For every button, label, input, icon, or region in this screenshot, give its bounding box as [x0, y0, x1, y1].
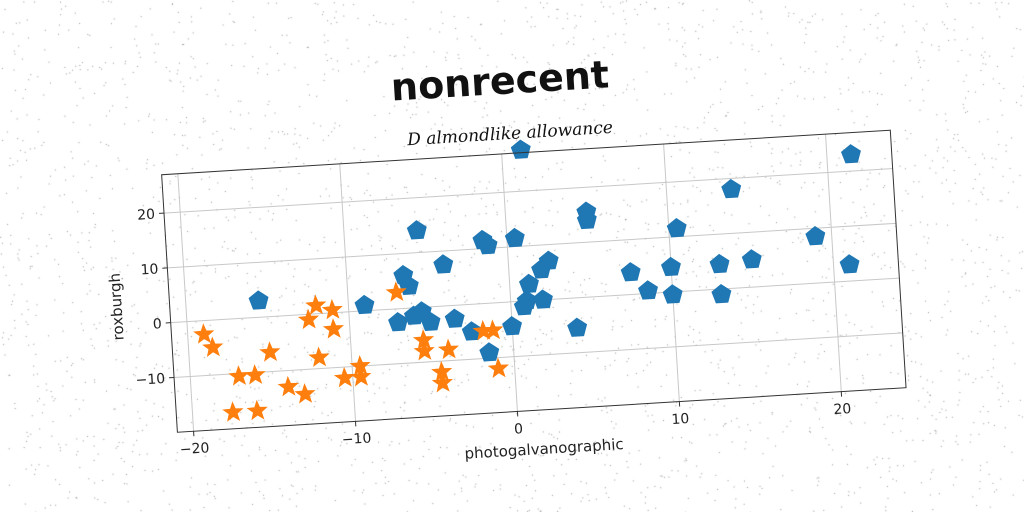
- x-grid-line: [501, 153, 518, 412]
- y-grid-line: [167, 222, 897, 269]
- star-marker: [385, 281, 407, 302]
- star-marker: [413, 340, 435, 361]
- x-tick-label: −10: [341, 430, 371, 448]
- star-marker: [193, 323, 215, 344]
- star-marker: [321, 298, 343, 320]
- star-marker: [202, 336, 224, 357]
- pentagon-marker: [741, 249, 762, 269]
- star-marker: [246, 399, 268, 421]
- x-tick-label: 10: [671, 411, 690, 428]
- pentagon-marker: [666, 218, 687, 238]
- pentagon-marker: [510, 139, 531, 159]
- x-grid-line: [825, 134, 842, 392]
- pentagon-marker: [444, 308, 465, 328]
- pentagon-marker: [504, 227, 525, 248]
- star-marker: [277, 375, 299, 397]
- star-marker: [349, 354, 371, 376]
- pentagon-marker: [638, 280, 658, 300]
- star-marker: [322, 318, 344, 339]
- y-tick-label: 10: [140, 261, 159, 278]
- pentagon-marker: [461, 321, 482, 341]
- pentagon-marker: [248, 290, 269, 310]
- data-marks: [193, 139, 861, 422]
- pentagon-marker: [662, 284, 683, 304]
- pentagon-marker: [531, 259, 552, 279]
- pentagon-marker: [433, 254, 454, 274]
- pentagon-marker: [388, 312, 408, 332]
- star-marker: [431, 371, 453, 393]
- pentagon-marker: [513, 296, 534, 316]
- pentagon-marker: [839, 254, 860, 274]
- y-grid-line: [174, 332, 903, 378]
- star-marker: [222, 401, 244, 422]
- pentagon-marker: [354, 294, 375, 315]
- pentagon-marker: [721, 178, 742, 199]
- x-grid-line: [177, 173, 195, 432]
- pentagon-marker: [406, 220, 427, 240]
- pentagon-marker: [420, 311, 441, 332]
- star-marker: [294, 383, 316, 404]
- star-marker: [259, 341, 281, 362]
- star-marker: [308, 346, 330, 367]
- pentagon-marker: [479, 342, 500, 362]
- grid: [163, 134, 903, 432]
- pentagon-marker: [567, 317, 588, 337]
- pentagon-marker: [477, 235, 498, 255]
- y-grid-line: [163, 168, 893, 214]
- pentagon-marker: [840, 144, 861, 164]
- x-grid-line: [339, 163, 357, 422]
- star-marker: [487, 357, 509, 379]
- y-axis-label: roxburgh: [106, 273, 128, 341]
- x-tick-label: 20: [833, 401, 852, 418]
- pentagon-marker: [532, 289, 553, 309]
- pentagon-marker: [711, 284, 732, 304]
- star-marker: [297, 308, 320, 330]
- star-marker: [482, 319, 504, 340]
- star-marker: [305, 294, 327, 315]
- axes-frame: [161, 129, 907, 433]
- y-tick-label: 0: [152, 316, 162, 333]
- pentagon-marker: [709, 253, 730, 274]
- pentagon-marker: [502, 316, 523, 336]
- chart-title: nonrecent: [390, 52, 611, 109]
- star-marker: [437, 338, 460, 360]
- star-marker: [333, 366, 356, 388]
- star-marker: [228, 365, 250, 386]
- star-marker: [244, 364, 266, 385]
- y-tick-label: −10: [135, 371, 165, 389]
- y-tick-label: 20: [137, 207, 156, 224]
- pentagon-marker: [518, 273, 539, 294]
- star-marker: [350, 365, 372, 387]
- pentagon-marker: [620, 262, 641, 282]
- x-axis-label: photogalvanographic: [464, 435, 624, 463]
- pentagon-marker: [805, 226, 826, 246]
- x-tick-label: −20: [179, 440, 209, 458]
- axis-ticks: −20 −10 0 10 20 −10 0 10 20: [135, 207, 852, 458]
- chart-subtitle: D almondlike allowance: [406, 118, 614, 151]
- pentagon-marker: [576, 209, 597, 230]
- pentagon-marker: [660, 256, 681, 277]
- x-tick-label: 0: [514, 421, 524, 438]
